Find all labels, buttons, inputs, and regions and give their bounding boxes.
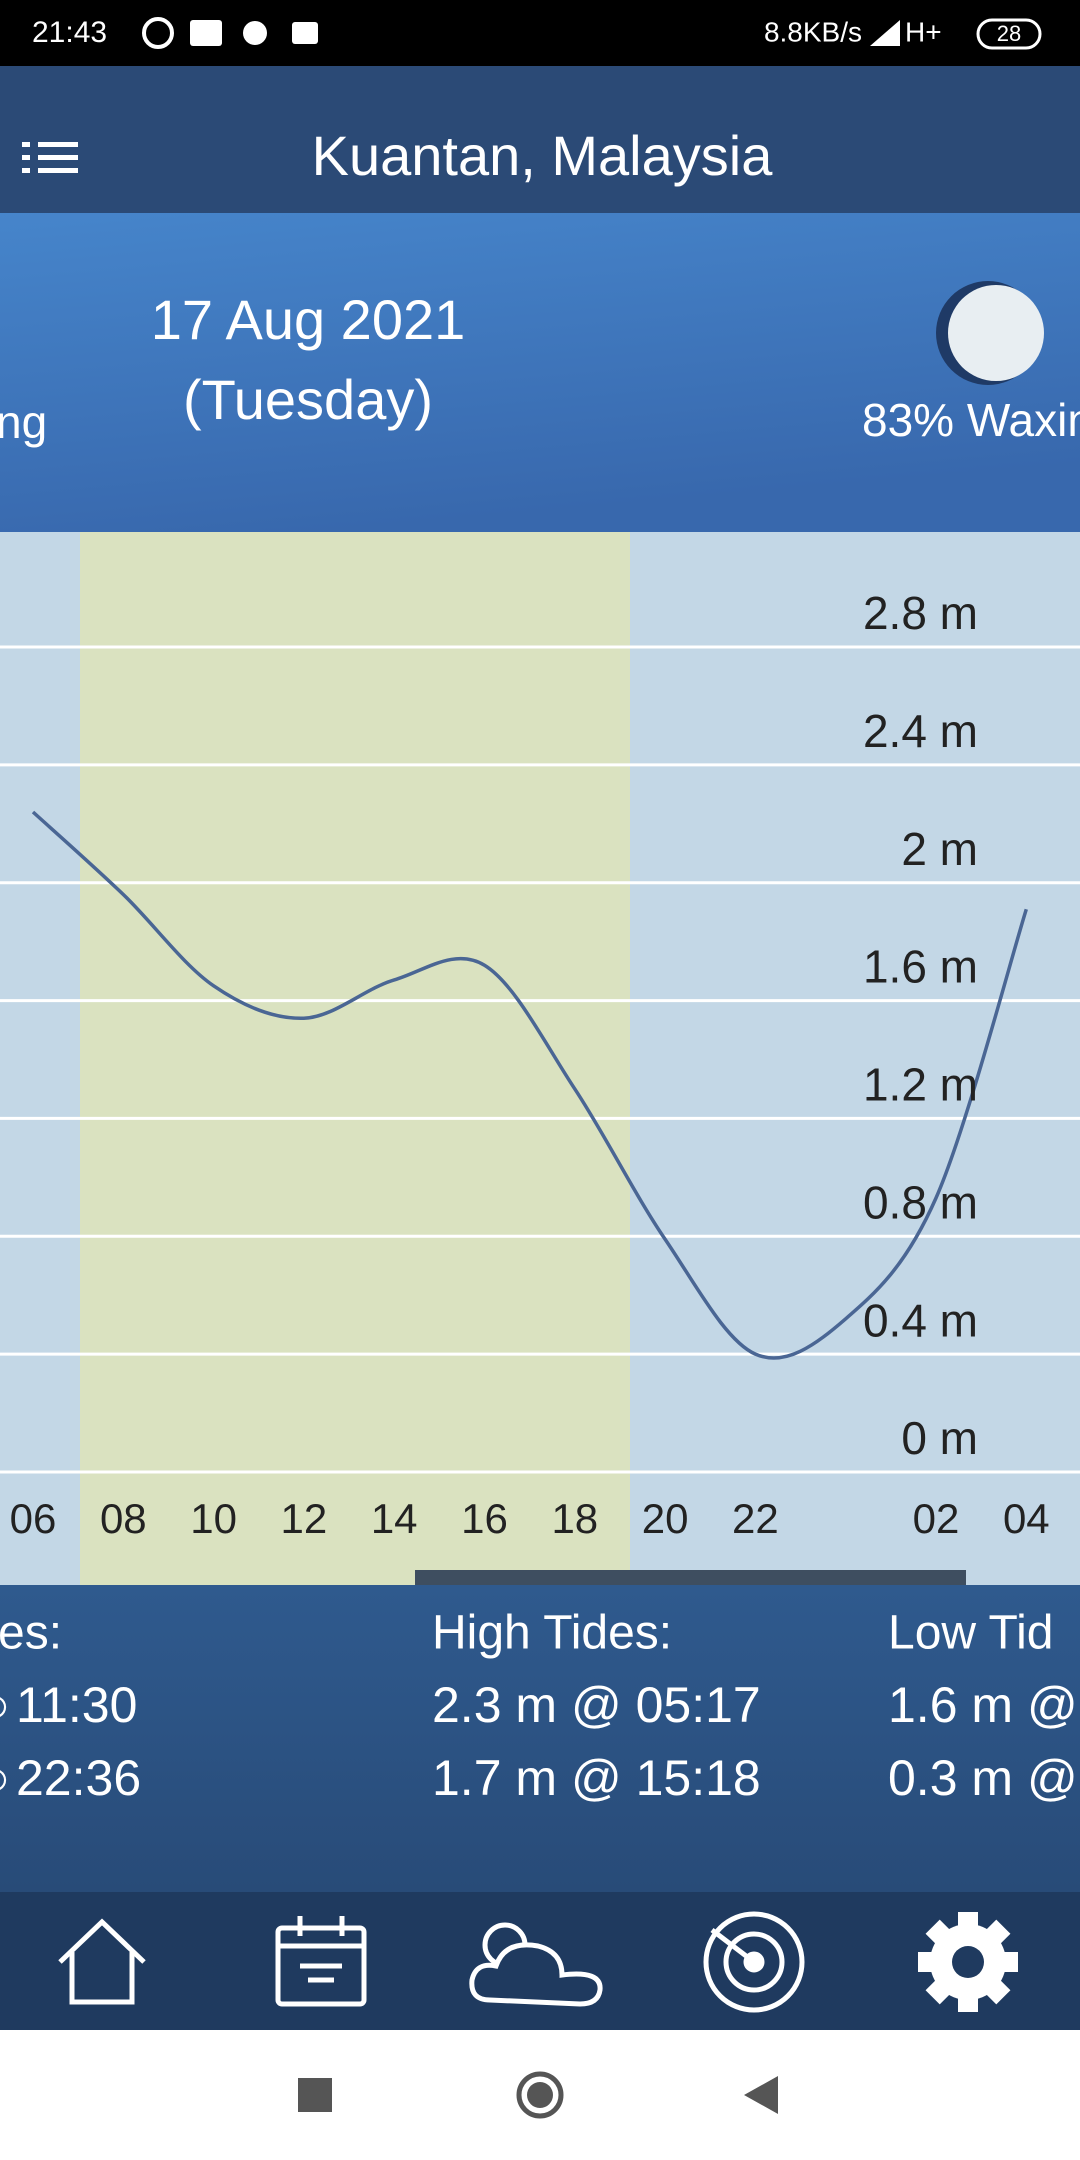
y-tick-label: 2.4 m [863,705,978,757]
calendar-button[interactable] [275,1916,367,2007]
tide-row: 2.3 m @ 05:17 [432,1677,761,1733]
recents-button[interactable] [298,2078,332,2112]
x-tick-label: 16 [461,1495,508,1542]
tides-title: Low Tid [888,1607,1053,1660]
status-icon [142,17,174,49]
tide-chart[interactable]: 06 08 10 12 14 16 18 20 22 02 04 0 m 0.4 m 0.8 m 1.2 m… [0,587,1080,1542]
status-network: H+ [905,16,942,47]
y-tick-label: 1.2 m [863,1059,978,1111]
y-tick-label: 0.4 m [863,1294,978,1346]
x-tick-label: 10 [190,1495,237,1542]
status-icon [292,22,318,44]
tide-row: ○ [0,1677,10,1733]
settings-button[interactable] [918,1912,1018,2012]
tide-curve [31,810,1028,1360]
battery [976,18,1042,50]
tide-row: 0.3 m @ [888,1750,1078,1806]
radar-button[interactable] [703,1911,805,2013]
tides-title: High Tides: [432,1607,672,1660]
x-tick-label: 14 [371,1495,418,1542]
tides-panel [0,1585,1080,1892]
menu-button[interactable] [22,142,78,173]
y-tick-label: 0 m [901,1412,978,1464]
signal-icon [870,20,900,46]
x-tick-label: 20 [642,1495,689,1542]
tide-row: 11:30 [16,1677,137,1733]
status-time: 21:43 [32,16,107,49]
status-icon [190,20,222,46]
x-tick-label: 12 [281,1495,328,1542]
x-tick-label: 02 [913,1495,960,1542]
tide-row: 22:36 [16,1750,141,1806]
weekday: (Tuesday) [183,368,433,431]
daylight-band [80,532,630,1585]
y-tick-label: 2 m [901,823,978,875]
y-tick-label: 2.8 m [863,587,978,639]
moon-phase[interactable]: 83% Waxin [862,394,1080,446]
scrollbar [415,1570,966,1585]
weather-button[interactable] [469,1922,603,2007]
moon [948,285,1044,381]
tides-title: es: [0,1607,62,1660]
app-header [0,66,1080,213]
status-speed: 8.8KB/s [764,16,862,47]
status-icon [243,21,267,45]
location-title: Kuantan, Malaysia [312,124,774,187]
y-tick-label: 1.6 m [863,941,978,993]
home-system-dot [527,2082,553,2108]
back-button[interactable] [744,2076,778,2114]
x-tick-label: 22 [732,1495,779,1542]
home-system-button[interactable] [516,2071,564,2119]
x-tick-label: 08 [100,1495,147,1542]
battery-level: 28 [997,21,1021,46]
x-tick-label: 06 [10,1495,57,1542]
date: 17 Aug 2021 [151,288,466,351]
tide-row: 1.6 m @ [888,1677,1078,1733]
prev-moon-phase[interactable]: ng [0,396,47,448]
x-tick-label: 18 [551,1495,598,1542]
y-tick-label: 0.8 m [863,1176,978,1228]
date-band [0,213,1080,532]
x-tick-label: 04 [1003,1495,1050,1542]
tide-row: 1.7 m @ 15:18 [432,1750,761,1806]
home-button[interactable] [58,1918,146,2005]
tide-row: ○ [0,1750,10,1806]
